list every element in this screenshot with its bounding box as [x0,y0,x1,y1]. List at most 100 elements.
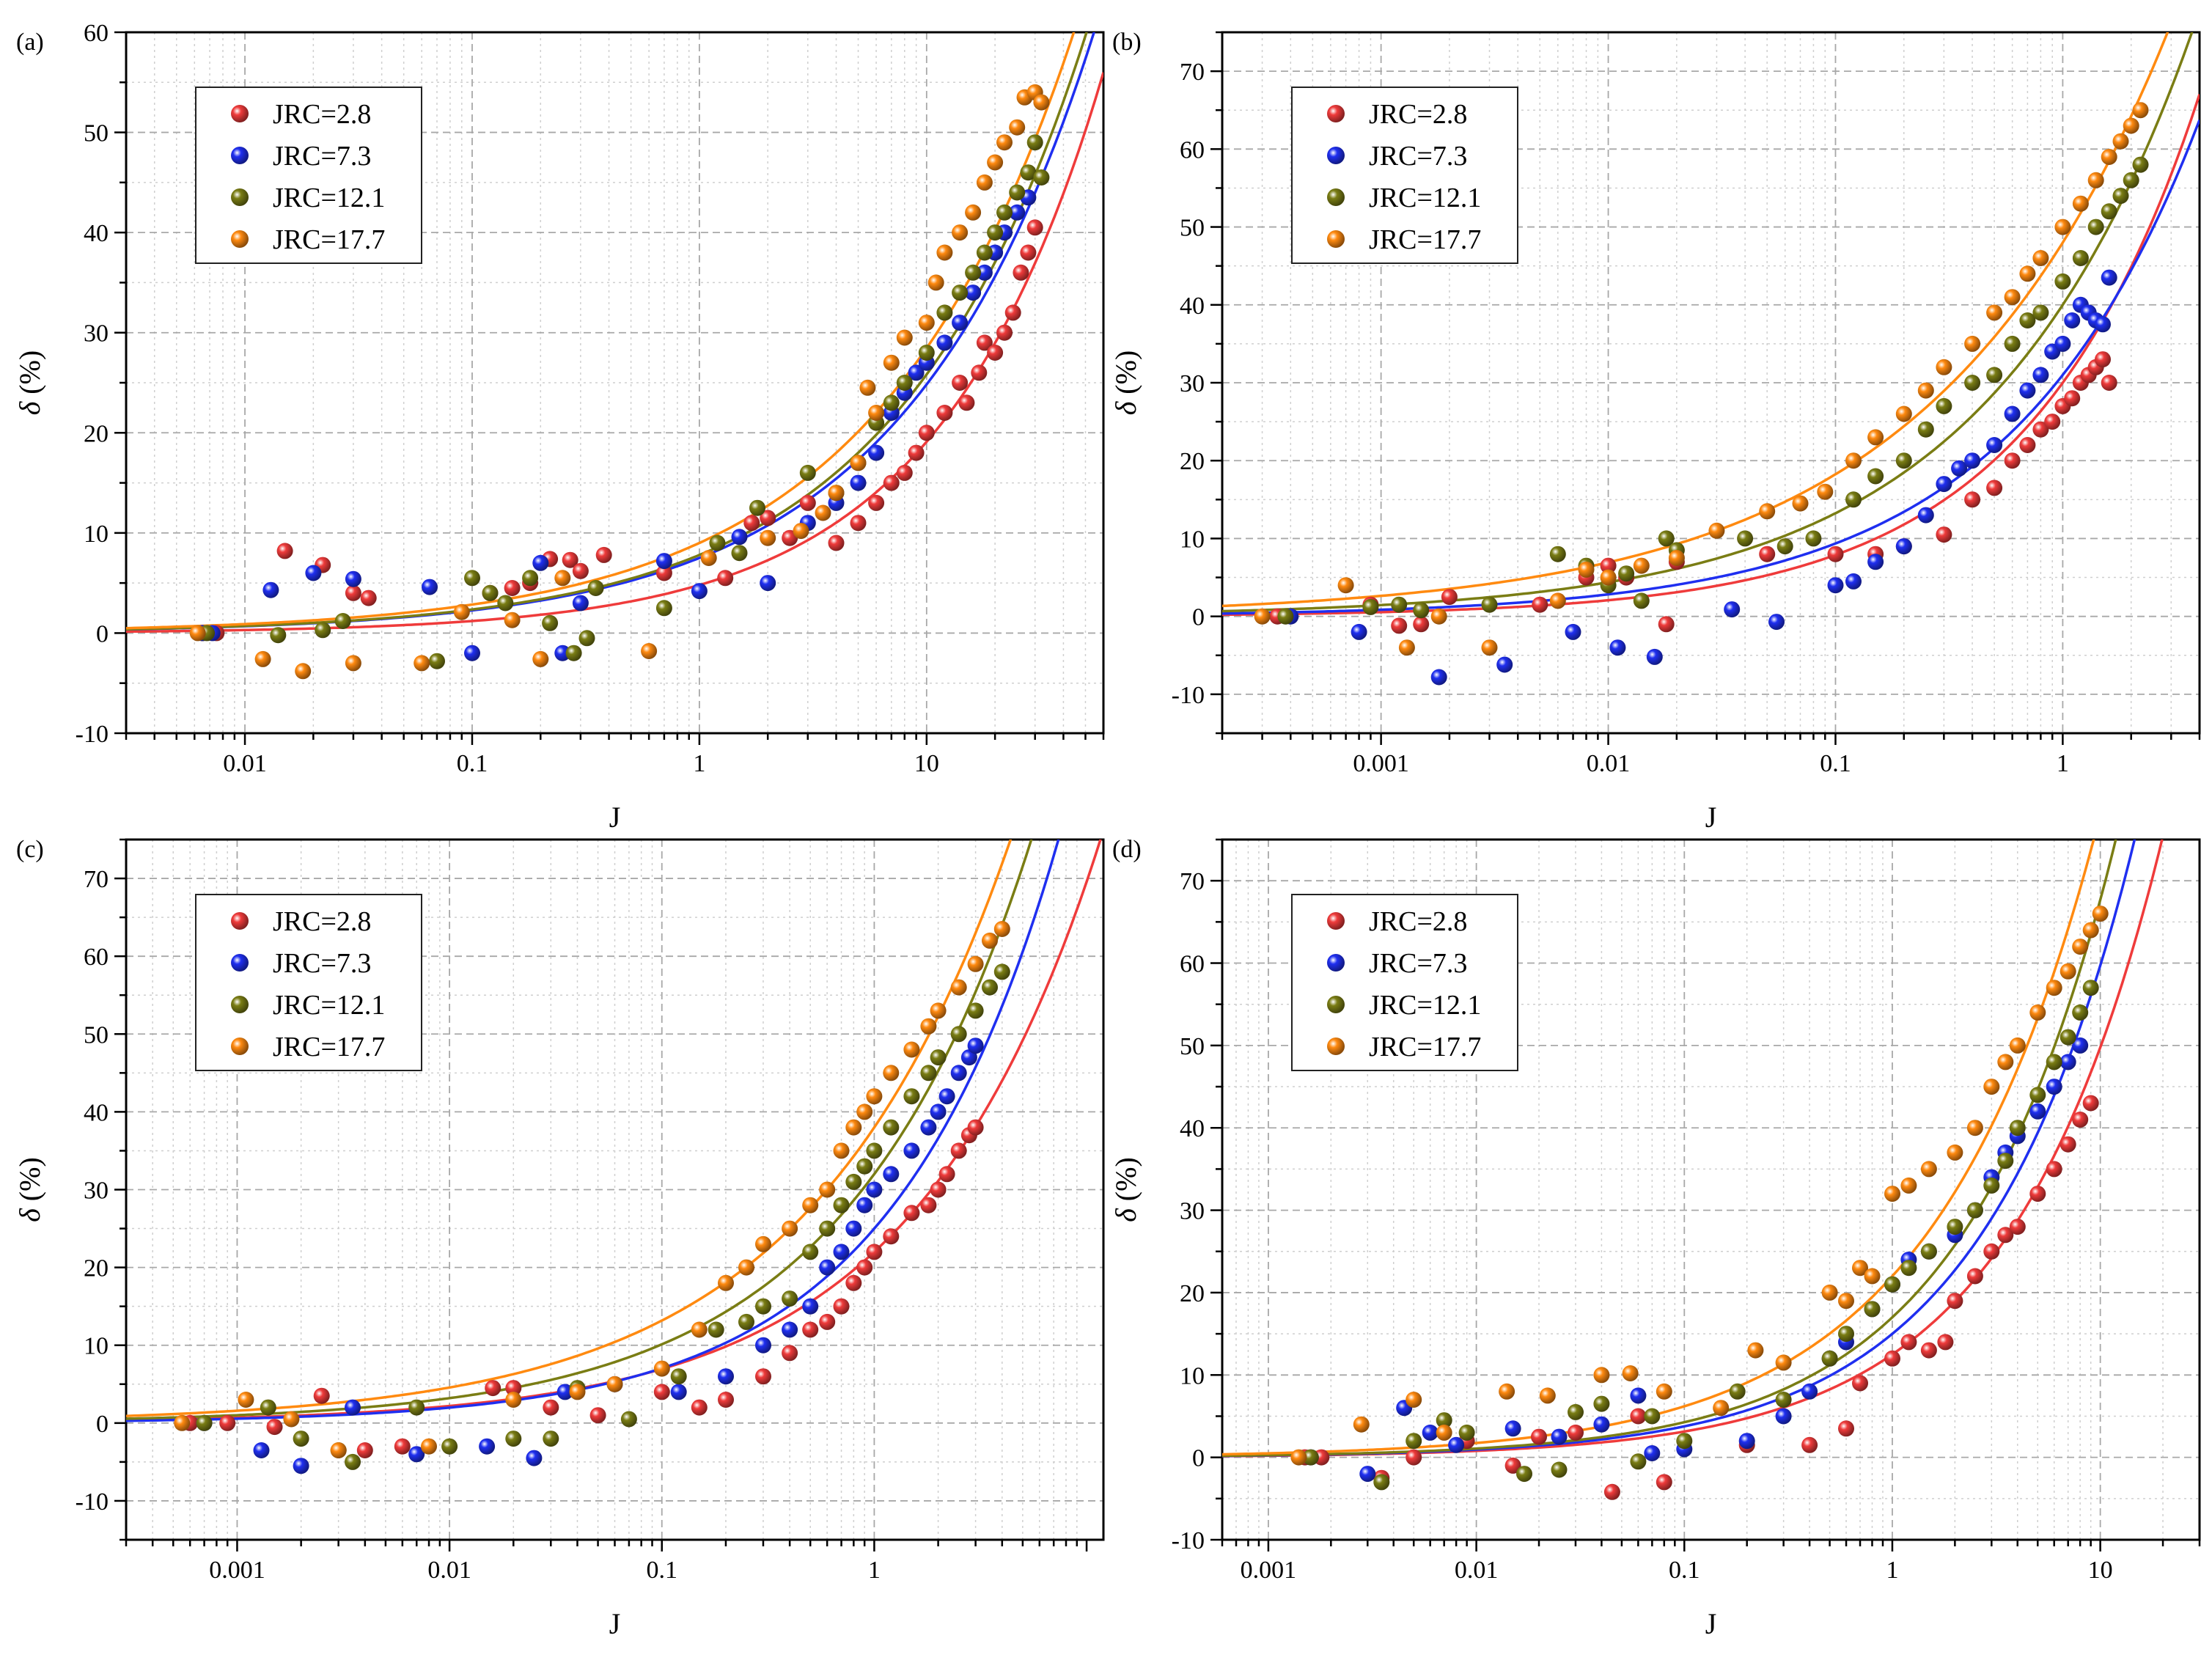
data-point-jrc-12-1 [1676,1433,1693,1450]
x-tick-label: 1 [693,750,705,777]
data-point-jrc-7-3 [1430,669,1447,686]
data-point-jrc-17-7 [1775,1354,1792,1371]
data-point-jrc-17-7 [1964,335,1981,352]
x-tick-label: 0.01 [1587,750,1631,777]
data-point-jrc-2-8 [1937,1334,1954,1351]
data-point-jrc-17-7 [987,154,1004,171]
data-point-jrc-17-7 [1997,1054,2014,1070]
panel-a-ylabel: δ (%) [13,350,46,416]
panel-b-ylabel: δ (%) [1109,350,1142,416]
y-tick-label: 20 [84,420,109,447]
data-point-jrc-2-8 [883,1228,900,1245]
data-point-jrc-2-8 [2019,437,2036,453]
data-point-jrc-17-7 [1936,359,1952,375]
data-point-jrc-7-3 [691,583,708,600]
data-point-jrc-2-8 [2064,390,2081,407]
data-point-jrc-12-1 [1020,164,1037,181]
data-point-jrc-17-7 [2004,289,2021,306]
data-point-jrc-17-7 [2019,265,2036,282]
data-point-jrc-2-8 [2072,1112,2089,1128]
data-point-jrc-2-8 [920,1197,937,1213]
data-point-jrc-12-1 [1302,1449,1319,1466]
panel-b-xlabel: J [1705,801,1717,834]
data-point-jrc-17-7 [1578,561,1595,578]
legend-marker-jrc-7-3 [231,147,249,164]
data-point-jrc-7-3 [819,1259,836,1276]
fit-curve-jrc-2-8 [1222,94,2200,617]
data-point-jrc-12-1 [1895,452,1912,469]
panel-a-xlabel: J [609,801,621,834]
data-point-jrc-2-8 [653,1384,670,1400]
data-point-jrc-2-8 [958,394,975,411]
data-point-jrc-2-8 [850,515,867,532]
panel-b-plot-area [1222,32,2200,686]
legend-label: JRC=12.1 [273,990,385,1021]
data-point-jrc-12-1 [856,1158,873,1175]
data-point-jrc-17-7 [653,1360,670,1377]
data-point-jrc-12-1 [755,1298,771,1315]
data-point-jrc-12-1 [1516,1466,1532,1483]
data-point-jrc-2-8 [1852,1375,1868,1392]
panel-c-xlabel: J [609,1607,621,1640]
data-point-jrc-2-8 [718,1392,734,1408]
data-point-jrc-17-7 [1481,639,1498,656]
y-tick-label: 40 [84,1099,109,1126]
data-point-jrc-17-7 [1337,577,1354,594]
legend-marker-jrc-7-3 [1327,954,1345,972]
y-tick-label: 50 [84,1021,109,1048]
data-point-jrc-2-8 [1406,1449,1422,1466]
data-point-jrc-7-3 [532,554,549,571]
data-point-jrc-17-7 [2092,906,2109,922]
legend-marker-jrc-2-8 [231,912,249,930]
data-point-jrc-12-1 [1277,608,1294,625]
panel-b-ticks [1210,31,2201,745]
data-point-jrc-12-1 [1920,1243,1937,1260]
data-point-jrc-12-1 [578,630,595,647]
y-tick-label: 20 [84,1255,109,1282]
data-point-jrc-12-1 [670,1368,687,1385]
panel-c-ylabel: δ (%) [13,1157,46,1222]
x-tick-label: 0.01 [223,750,267,777]
data-point-jrc-12-1 [565,644,582,661]
data-point-jrc-12-1 [1630,1453,1647,1470]
data-point-jrc-17-7 [819,1181,836,1198]
data-point-jrc-12-1 [505,1431,522,1447]
data-point-jrc-7-3 [950,1065,967,1081]
data-point-jrc-2-8 [1656,1474,1672,1491]
data-point-jrc-7-3 [479,1438,496,1455]
data-point-jrc-12-1 [845,1173,862,1190]
data-point-jrc-12-1 [799,464,816,481]
data-point-jrc-12-1 [1936,397,1952,414]
legend-marker-jrc-12-1 [231,996,249,1013]
data-point-jrc-12-1 [782,1290,798,1307]
data-point-jrc-17-7 [189,625,206,642]
data-point-jrc-12-1 [345,1453,361,1470]
data-point-jrc-2-8 [1983,1243,2000,1260]
data-point-jrc-17-7 [1499,1383,1515,1400]
data-point-jrc-7-3 [293,1458,309,1474]
data-point-jrc-2-8 [1936,526,1952,543]
data-point-jrc-12-1 [936,304,953,321]
data-point-jrc-2-8 [1013,264,1029,281]
data-point-jrc-17-7 [2087,172,2104,188]
data-point-jrc-12-1 [1805,530,1822,547]
data-point-jrc-7-3 [903,1142,920,1159]
data-point-jrc-2-8 [504,580,521,596]
y-tick-label: 10 [84,521,109,548]
data-point-jrc-2-8 [1920,1342,1937,1359]
x-tick-label: 0.01 [427,1557,471,1584]
data-point-jrc-2-8 [1900,1334,1917,1351]
data-point-jrc-12-1 [1633,592,1650,609]
data-point-jrc-7-3 [1867,554,1884,570]
data-point-jrc-17-7 [1852,1260,1868,1277]
data-point-jrc-12-1 [976,244,993,261]
y-tick-label: -10 [76,1488,109,1516]
panel-a-label: (a) [16,29,44,56]
data-point-jrc-12-1 [334,613,351,629]
data-point-jrc-17-7 [2082,922,2099,939]
data-point-jrc-12-1 [441,1438,458,1455]
data-point-jrc-12-1 [1033,169,1050,186]
data-point-jrc-2-8 [755,1368,771,1385]
data-point-jrc-12-1 [522,570,539,587]
